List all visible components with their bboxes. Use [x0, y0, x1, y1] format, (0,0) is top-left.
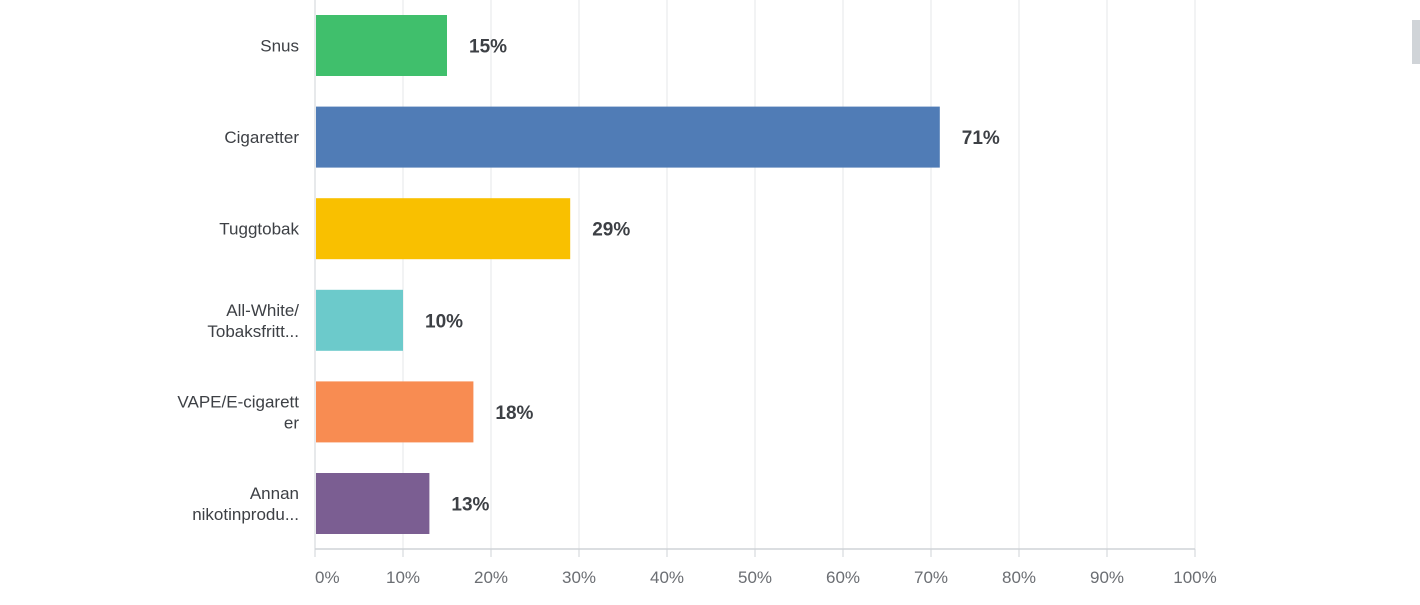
bar: [316, 381, 474, 443]
category-label-line: Cigaretter: [224, 128, 299, 147]
x-tick-label: 100%: [1173, 568, 1216, 587]
category-label-line: All-White/: [226, 301, 299, 320]
value-label: 29%: [592, 220, 630, 241]
scrollbar-edge[interactable]: [1412, 20, 1420, 64]
x-tick-label: 10%: [386, 568, 420, 587]
x-tick-label: 0%: [315, 568, 340, 587]
x-tick-label: 50%: [738, 568, 772, 587]
x-tick-label: 40%: [650, 568, 684, 587]
category-label-line: Snus: [260, 37, 299, 56]
bar: [316, 106, 940, 168]
value-label: 13%: [451, 495, 489, 516]
x-tick-label: 90%: [1090, 568, 1124, 587]
bar: [316, 198, 571, 260]
category-label: Tuggtobak: [219, 220, 299, 239]
category-label-line: Tobaksfritt...: [207, 322, 299, 341]
value-label: 71%: [962, 128, 1000, 149]
category-label: Annan nikotinprodu...: [192, 484, 299, 524]
x-tick-label: 60%: [826, 568, 860, 587]
category-label-line: Annan: [250, 484, 299, 503]
bar: [316, 473, 430, 534]
category-label: All-White/Tobaksfritt...: [207, 301, 299, 341]
bar: [316, 15, 447, 76]
category-label: Cigaretter: [224, 128, 299, 147]
category-label-line: nikotinprodu...: [192, 505, 299, 524]
value-label: 18%: [495, 403, 533, 424]
x-tick-label: 80%: [1002, 568, 1036, 587]
category-label-line: er: [284, 413, 299, 432]
x-tick-label: 70%: [914, 568, 948, 587]
category-label-line: VAPE/E-cigarett: [177, 392, 299, 411]
x-tick-label: 30%: [562, 568, 596, 587]
category-label-line: Tuggtobak: [219, 220, 299, 239]
category-label: VAPE/E-cigarett er: [177, 392, 299, 432]
value-label: 15%: [469, 37, 507, 58]
value-label: 10%: [425, 311, 463, 332]
category-label: Snus: [260, 37, 299, 56]
bar: [316, 289, 403, 351]
x-tick-label: 20%: [474, 568, 508, 587]
